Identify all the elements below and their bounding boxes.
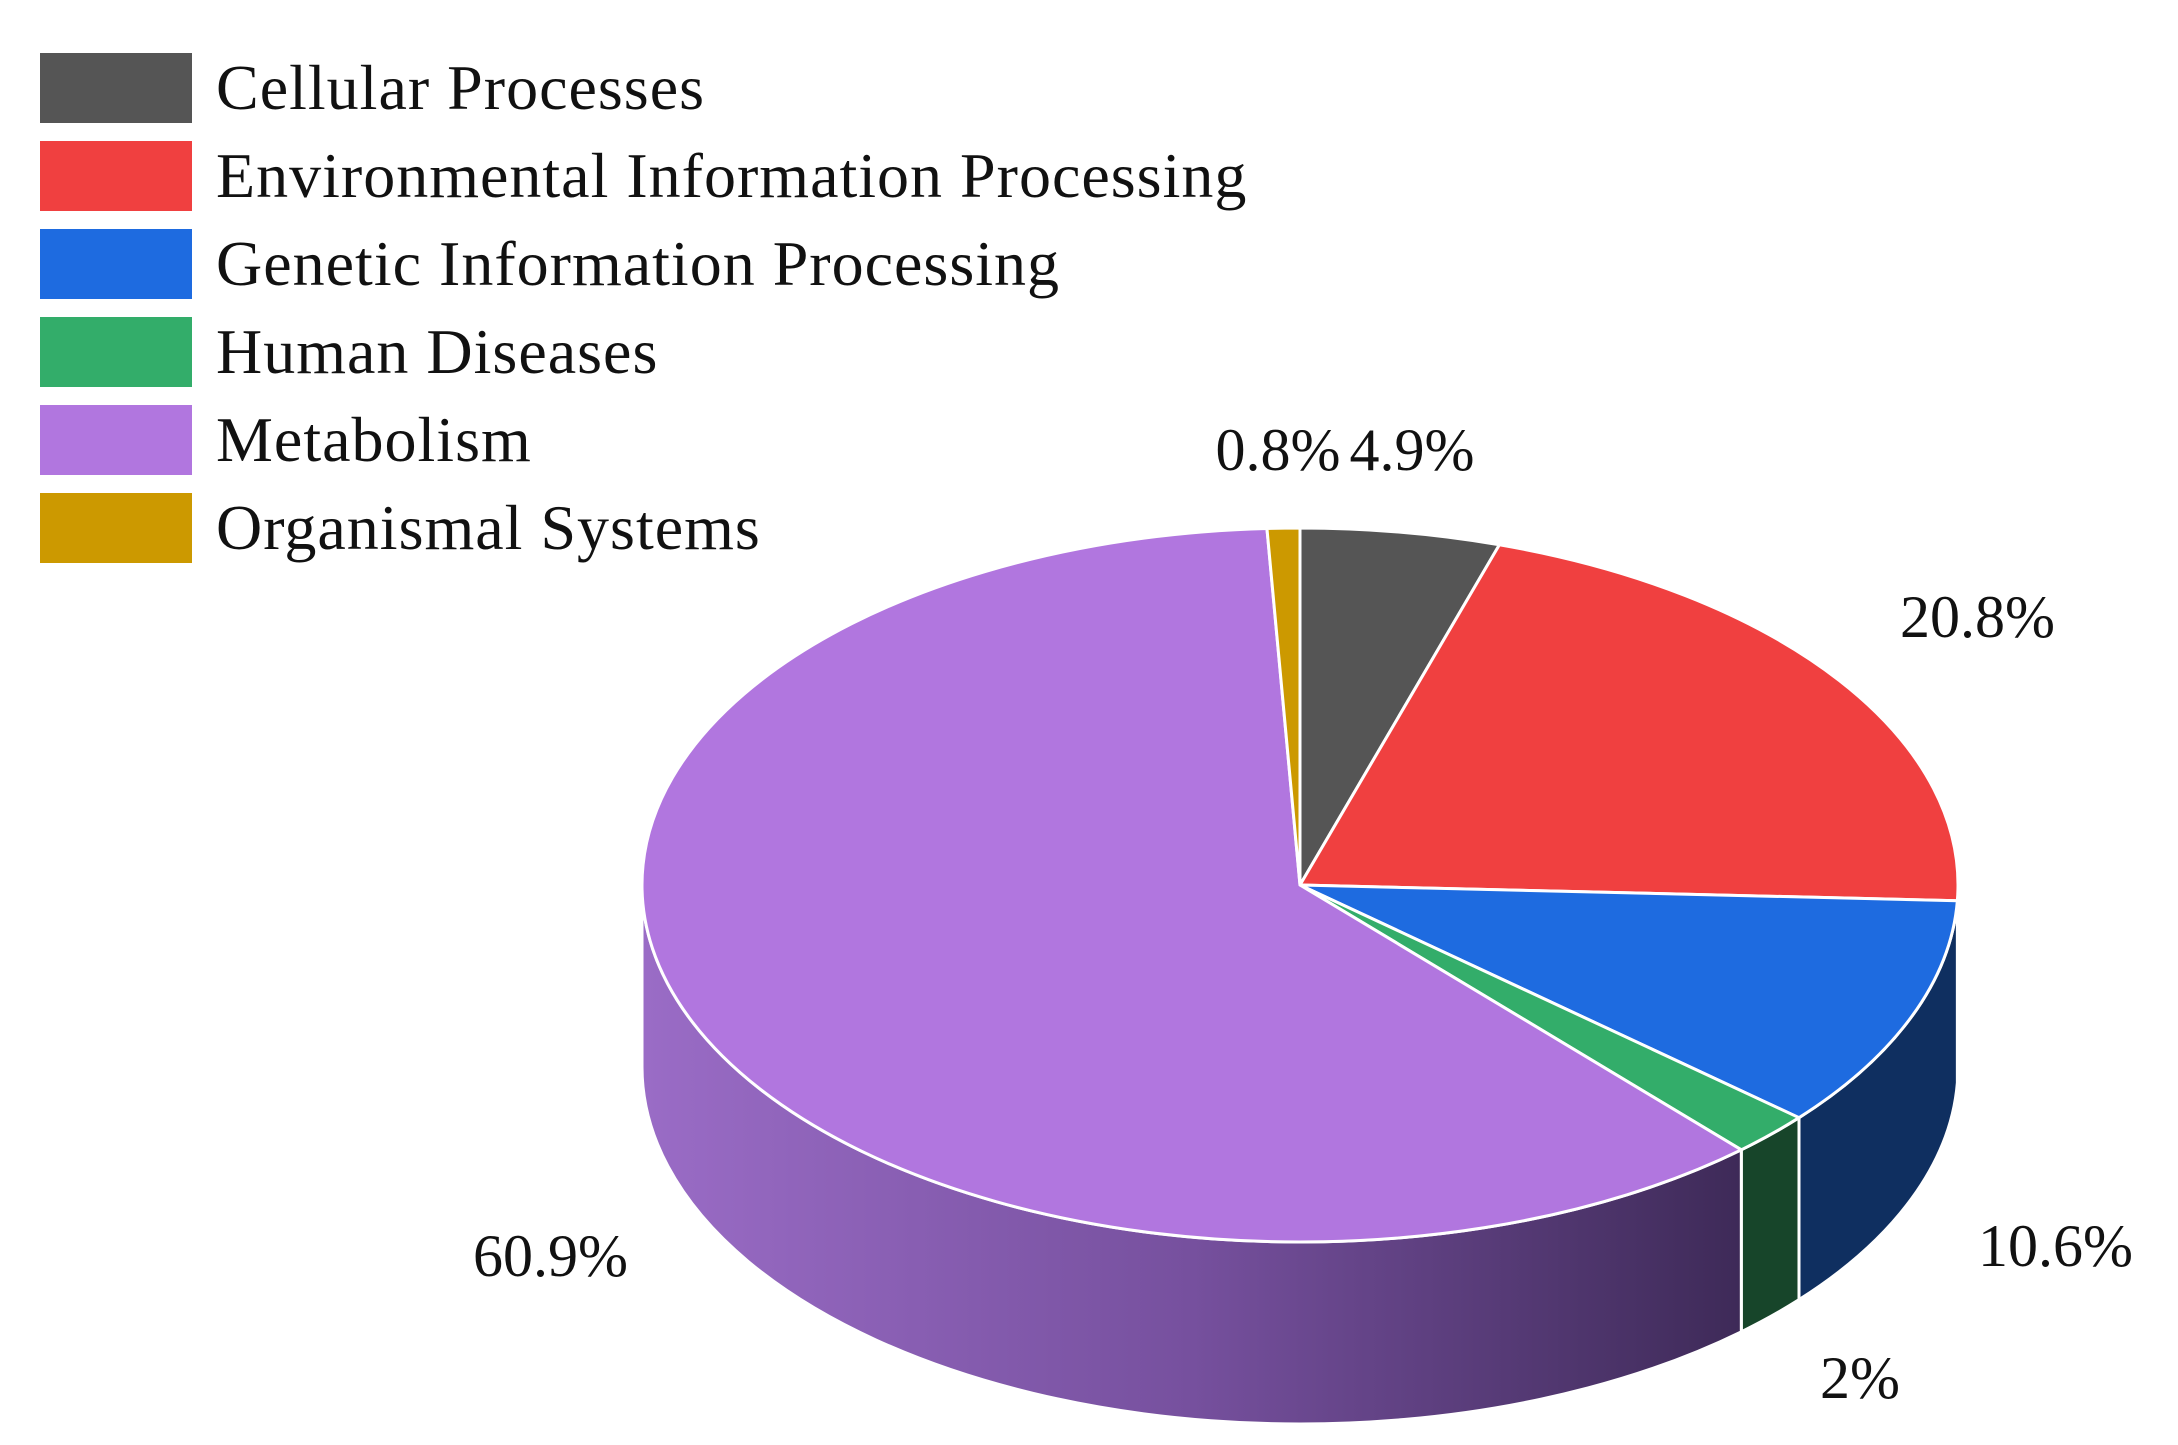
data-label-human-diseases: 2% (1820, 1345, 1900, 1411)
legend-item-human-diseases: Human Diseases (40, 308, 1247, 396)
legend-label: Metabolism (216, 404, 532, 475)
legend-label: Environmental Information Processing (216, 140, 1248, 211)
legend-item-cellular-processes: Cellular Processes (40, 44, 1247, 132)
legend-label: Human Diseases (216, 316, 659, 387)
pie-slice-genetic-information-processing (1298, 883, 1959, 1120)
data-labels: 4.9% 20.8% 10.6% 2% 60.9% 0.8% (473, 417, 2133, 1411)
legend-swatch (40, 493, 192, 563)
data-label-genetic-information-processing: 10.6% (1978, 1213, 2133, 1279)
pie-slice-metabolism (640, 526, 1743, 1244)
legend: Cellular Processes Environmental Informa… (40, 44, 1247, 572)
data-label-metabolism: 60.9% (473, 1223, 628, 1289)
legend-item-genetic-information-processing: Genetic Information Processing (40, 220, 1247, 308)
legend-swatch (40, 405, 192, 475)
legend-label: Organismal Systems (216, 492, 761, 563)
pie-side-human-diseases (1739, 1116, 1801, 1334)
legend-item-organismal-systems: Organismal Systems (40, 484, 1247, 572)
legend-swatch (40, 53, 192, 123)
legend-item-environmental-information-processing: Environmental Information Processing (40, 132, 1247, 220)
legend-swatch (40, 229, 192, 299)
pie-top (640, 526, 1960, 1244)
data-label-cellular-processes: 4.9% (1350, 417, 1475, 483)
legend-item-metabolism: Metabolism (40, 396, 1247, 484)
data-label-organismal-systems: 0.8% (1216, 417, 1341, 483)
legend-label: Cellular Processes (216, 52, 705, 123)
data-label-environmental-information-processing: 20.8% (1900, 584, 2055, 650)
pie-slice-organismal-systems (1265, 526, 1302, 887)
pie-slice-cellular-processes (1298, 526, 1501, 887)
legend-swatch (40, 141, 192, 211)
legend-swatch (40, 317, 192, 387)
pie-slice-environmental-information-processing (1298, 543, 1960, 903)
legend-label: Genetic Information Processing (216, 228, 1060, 299)
